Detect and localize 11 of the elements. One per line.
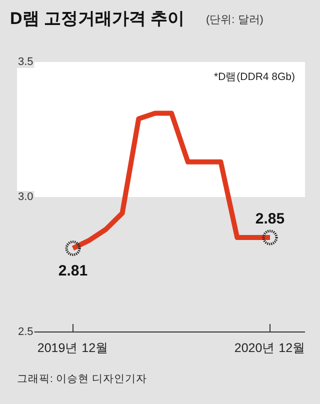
text: 그래픽: 이승현 디자인기자 bbox=[17, 373, 147, 385]
chart-subtitle: (단위: 달러) bbox=[206, 14, 264, 26]
x-tick-label: 2020년 12월 bbox=[234, 341, 306, 355]
data-label: 2.81 bbox=[58, 262, 88, 280]
y-tick-label: 3.0 bbox=[18, 191, 34, 203]
chart-title: D램 고정거래가격 추이 bbox=[10, 9, 185, 28]
y-tick-label: 3.5 bbox=[18, 56, 34, 68]
annotation: *D램(DDR4 8Gb) bbox=[214, 71, 295, 83]
x-tick-label: 2019년 12월 bbox=[37, 341, 109, 355]
data-label: 2.85 bbox=[255, 210, 285, 228]
y-tick-label: 2.5 bbox=[18, 326, 34, 338]
